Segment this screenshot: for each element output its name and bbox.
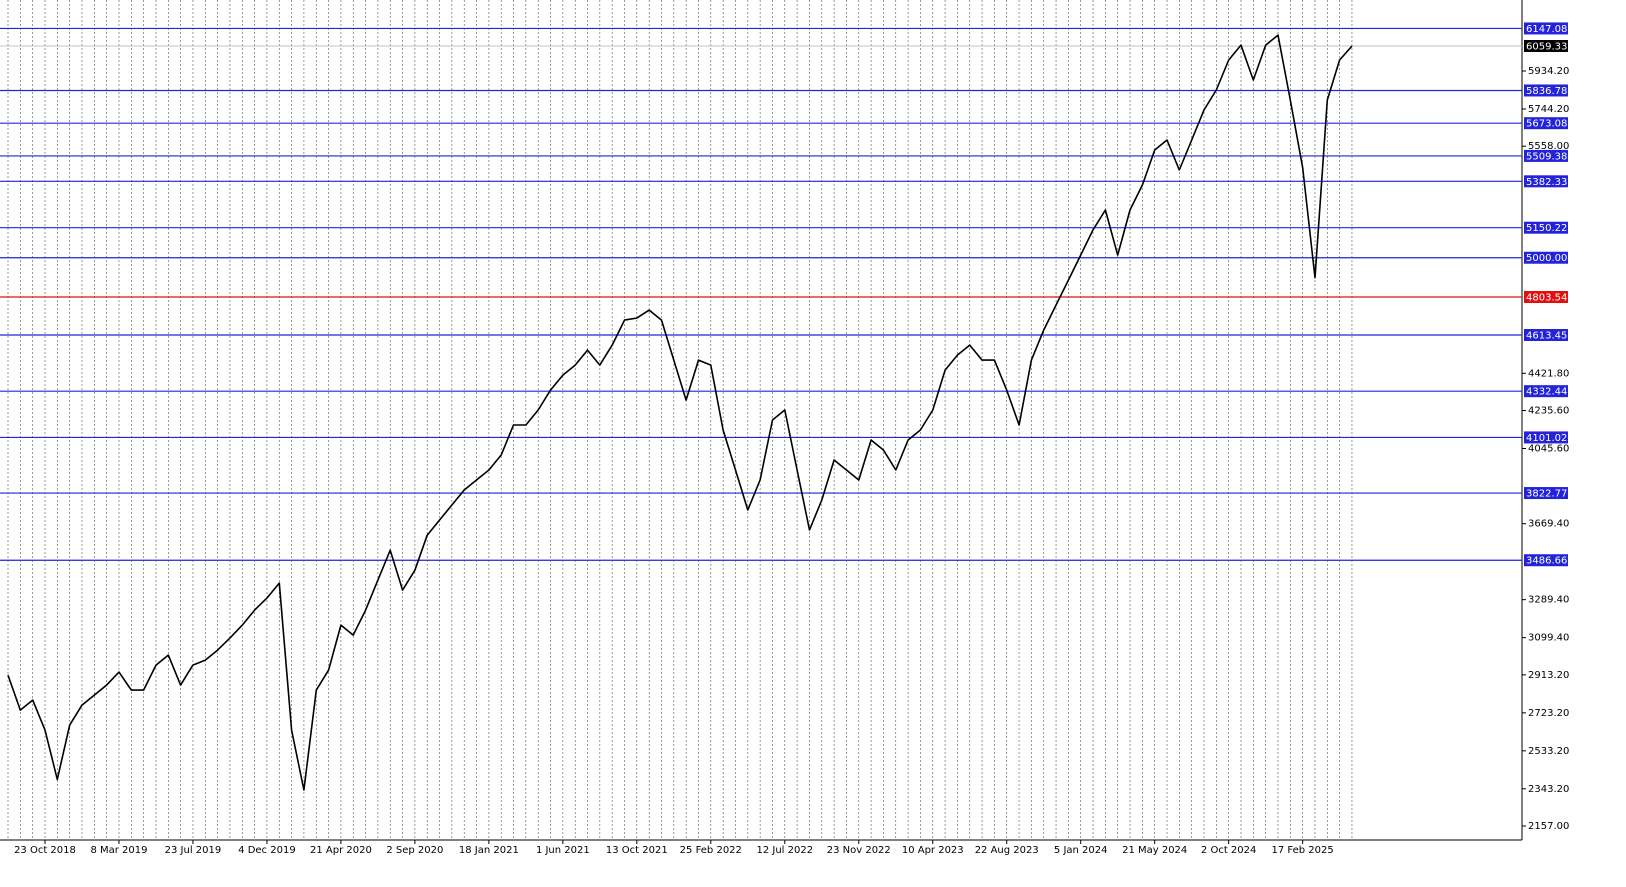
y-tick-label: 4421.80 [1528, 368, 1569, 379]
level-label: 5382.33 [1526, 177, 1567, 188]
level-label: 5836.78 [1526, 86, 1567, 97]
y-tick-label: 3289.40 [1528, 595, 1569, 606]
level-box [1524, 84, 1568, 97]
level-label: 4101.02 [1526, 433, 1567, 444]
x-tick-label: 23 Oct 2018 [14, 845, 76, 856]
level-box [1524, 385, 1568, 398]
last-price-box [1524, 39, 1568, 52]
y-tick-label: 2157.00 [1528, 821, 1569, 832]
x-tick-label: 2 Sep 2020 [386, 845, 443, 856]
y-tick-label: 5558.00 [1528, 141, 1569, 152]
level-box [1524, 291, 1568, 304]
level-box [1524, 149, 1568, 162]
level-label: 5673.08 [1526, 119, 1567, 130]
level-label: 4332.44 [1526, 387, 1567, 398]
x-tick-label: 1 Jun 2021 [536, 845, 590, 856]
y-tick-label: 3099.40 [1528, 633, 1569, 644]
level-label: 6147.08 [1526, 24, 1567, 35]
level-label: 5509.38 [1526, 151, 1567, 162]
y-tick-label: 3669.40 [1528, 519, 1569, 530]
level-box [1524, 117, 1568, 130]
level-label: 3822.77 [1526, 489, 1567, 500]
x-tick-label: 21 May 2024 [1122, 845, 1187, 856]
level-box [1524, 251, 1568, 264]
x-tick-label: 18 Jan 2021 [459, 845, 519, 856]
last-price-label: 6059.33 [1526, 41, 1567, 52]
level-box [1524, 431, 1568, 444]
y-tick-label: 5744.20 [1528, 104, 1569, 115]
level-label: 4803.54 [1526, 293, 1567, 304]
y-tick-label: 2343.20 [1528, 784, 1569, 795]
x-tick-label: 17 Feb 2025 [1272, 845, 1334, 856]
x-tick-label: 4 Dec 2019 [238, 845, 296, 856]
x-tick-label: 8 Mar 2019 [90, 845, 147, 856]
y-tick-label: 2533.20 [1528, 746, 1569, 757]
x-tick-label: 10 Apr 2023 [902, 845, 964, 856]
level-label: 5000.00 [1526, 253, 1567, 264]
level-box [1524, 554, 1568, 567]
x-tick-label: 2 Oct 2024 [1201, 845, 1256, 856]
level-box [1524, 487, 1568, 500]
level-label: 3486.66 [1526, 556, 1567, 567]
level-box [1524, 22, 1568, 35]
x-tick-label: 23 Nov 2022 [827, 845, 891, 856]
level-box [1524, 221, 1568, 234]
x-tick-label: 13 Oct 2021 [606, 845, 668, 856]
y-tick-label: 2723.20 [1528, 708, 1569, 719]
level-label: 5150.22 [1526, 223, 1567, 234]
y-tick-label: 4235.60 [1528, 406, 1569, 417]
y-tick-label: 4045.60 [1528, 444, 1569, 455]
y-tick-label: 2913.20 [1528, 670, 1569, 681]
x-tick-label: 12 Jul 2022 [756, 845, 813, 856]
level-label: 4613.45 [1526, 330, 1567, 341]
price-line [7, 34, 1353, 791]
y-tick-label: 5934.20 [1528, 66, 1569, 77]
x-tick-label: 21 Apr 2020 [310, 845, 372, 856]
level-box [1524, 328, 1568, 341]
x-tick-label: 25 Feb 2022 [680, 845, 742, 856]
x-tick-label: 22 Aug 2023 [975, 845, 1039, 856]
level-box [1524, 175, 1568, 188]
x-tick-label: 5 Jan 2024 [1054, 845, 1108, 856]
x-tick-label: 23 Jul 2019 [165, 845, 222, 856]
